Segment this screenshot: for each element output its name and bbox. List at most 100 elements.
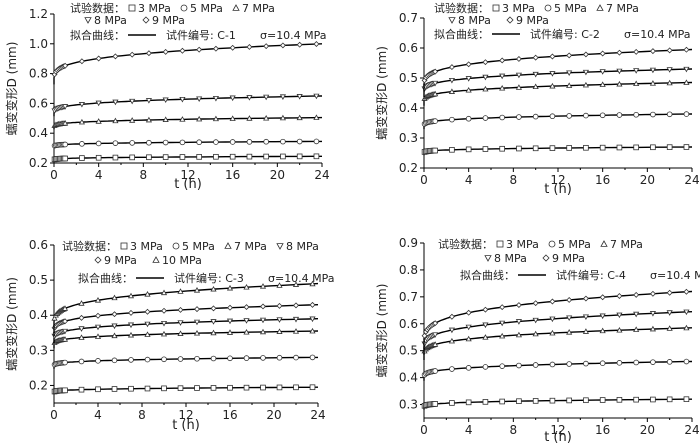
data-point <box>549 113 556 120</box>
data-point <box>599 313 606 320</box>
x-tick-label: 0 <box>50 408 58 422</box>
data-point <box>161 307 167 314</box>
legend-marker <box>484 255 492 262</box>
data-point <box>179 116 186 122</box>
x-tick-label: 8 <box>510 173 518 187</box>
data-point <box>263 94 270 101</box>
data-point <box>309 301 316 308</box>
data-point <box>128 357 134 363</box>
data-point <box>309 354 316 361</box>
data-point <box>532 398 539 404</box>
data-point <box>177 306 184 313</box>
data-point <box>599 50 606 57</box>
y-tick-label: 0.6 <box>399 317 418 331</box>
data-point <box>79 141 85 147</box>
legend-series-label: 9 MPa <box>104 254 137 267</box>
data-point <box>313 138 320 145</box>
data-point <box>449 400 455 406</box>
data-point <box>432 147 438 154</box>
y-tick-label: 0.7 <box>399 290 418 304</box>
legend-series-label: 9 MPa <box>152 14 185 27</box>
x-tick-label: 4 <box>465 423 473 437</box>
data-point <box>649 325 656 332</box>
data-point <box>432 80 439 87</box>
data-point <box>683 324 690 331</box>
data-point <box>633 80 640 87</box>
data-point <box>213 139 219 145</box>
data-point <box>78 386 85 393</box>
data-point <box>532 317 539 324</box>
data-point <box>210 355 217 362</box>
data-point <box>515 331 522 338</box>
data-point <box>196 154 202 160</box>
data-point <box>127 292 135 299</box>
data-point <box>95 358 101 364</box>
data-point <box>666 289 673 296</box>
data-point <box>666 111 673 118</box>
y-tick-label: 0.6 <box>29 238 48 252</box>
data-point <box>566 52 573 59</box>
data-point <box>78 102 85 108</box>
legend-series-label: 3 MPa <box>138 2 171 15</box>
data-point <box>296 153 303 160</box>
x-axis-label: t (h) <box>174 177 202 192</box>
data-point <box>177 356 184 362</box>
fit-curve-8mpa <box>53 95 323 117</box>
y-tick-label: 0.6 <box>399 41 418 55</box>
data-point <box>129 98 136 105</box>
y-tick-label: 0.6 <box>29 96 48 110</box>
data-point <box>243 283 250 290</box>
x-axis-label: t (h) <box>544 430 572 445</box>
data-point <box>482 115 489 121</box>
data-point <box>276 302 283 309</box>
data-point <box>313 41 320 47</box>
data-point <box>465 115 472 122</box>
legend-marker <box>180 4 188 12</box>
data-point <box>226 318 234 325</box>
data-point <box>260 355 266 361</box>
legend-sigma-label: σ=10.4 MPa <box>268 272 335 285</box>
data-point <box>129 117 136 123</box>
data-point <box>62 155 68 162</box>
data-point <box>145 50 152 57</box>
data-point <box>259 317 267 324</box>
legend-series-label: 3 MPa <box>506 238 539 251</box>
data-point <box>276 328 283 334</box>
data-point <box>448 77 455 84</box>
series-group <box>51 41 323 163</box>
data-point <box>532 71 539 78</box>
legend-marker <box>172 242 180 250</box>
legend-marker <box>448 17 456 24</box>
data-point <box>465 324 472 331</box>
fit-curve-7mpa <box>423 81 693 106</box>
data-point <box>599 294 606 301</box>
data-point <box>177 288 184 294</box>
data-point <box>62 318 68 325</box>
x-tick-label: 20 <box>640 423 655 437</box>
legend: 试验数据： 3 MPa 5 MPa 7 MPa 8 MPa 9 MPa 拟合曲线： 试件编号:… <box>438 237 700 282</box>
legend-marker <box>232 4 240 11</box>
data-point <box>532 300 539 307</box>
data-point <box>112 154 119 161</box>
data-point <box>144 291 151 297</box>
legend-series-label: 3 MPa <box>130 240 163 253</box>
y-tick-label: 0.3 <box>399 398 418 412</box>
x-tick-label: 20 <box>266 408 281 422</box>
data-point <box>78 334 85 340</box>
data-point <box>162 139 169 146</box>
data-point <box>162 116 169 122</box>
y-tick-label: 0.2 <box>29 378 48 392</box>
data-point <box>549 397 556 404</box>
data-point <box>246 153 253 160</box>
data-point <box>78 118 85 125</box>
data-point <box>432 68 439 75</box>
data-point <box>146 154 152 161</box>
data-point <box>95 312 101 319</box>
data-point <box>309 316 316 323</box>
data-point <box>616 312 623 319</box>
data-point <box>649 80 656 86</box>
legend-series-label: 7 MPa <box>610 238 643 251</box>
data-point <box>616 68 623 75</box>
data-point <box>229 153 236 160</box>
